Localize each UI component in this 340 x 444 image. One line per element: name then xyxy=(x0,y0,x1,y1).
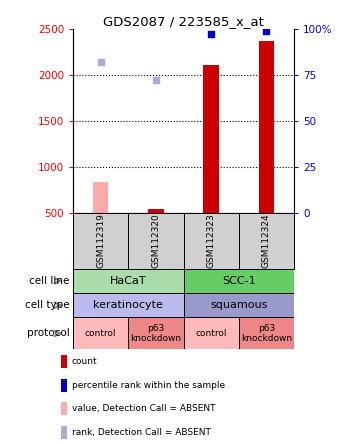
Text: cell line: cell line xyxy=(29,276,70,286)
Text: protocol: protocol xyxy=(27,329,70,338)
Bar xyxy=(203,65,219,213)
Text: GSM112320: GSM112320 xyxy=(152,214,160,268)
Text: value, Detection Call = ABSENT: value, Detection Call = ABSENT xyxy=(72,404,215,413)
Point xyxy=(264,27,269,34)
Bar xyxy=(73,317,129,349)
Text: SCC-1: SCC-1 xyxy=(222,276,256,286)
Bar xyxy=(61,402,67,415)
Text: control: control xyxy=(195,329,227,338)
Bar xyxy=(239,213,294,269)
Bar xyxy=(129,213,184,269)
Text: GSM112323: GSM112323 xyxy=(207,214,216,268)
Text: HaCaT: HaCaT xyxy=(110,276,147,286)
Bar xyxy=(259,41,274,213)
Bar xyxy=(61,379,67,392)
Bar xyxy=(73,293,184,317)
Bar xyxy=(61,426,67,439)
Bar xyxy=(184,293,294,317)
Title: GDS2087 / 223585_x_at: GDS2087 / 223585_x_at xyxy=(103,15,264,28)
Text: count: count xyxy=(72,357,97,366)
Bar xyxy=(184,213,239,269)
Text: GSM112319: GSM112319 xyxy=(96,214,105,268)
Bar xyxy=(239,317,294,349)
Text: cell type: cell type xyxy=(25,300,70,310)
Point xyxy=(98,59,103,66)
Point xyxy=(208,31,214,38)
Text: control: control xyxy=(85,329,117,338)
Bar xyxy=(73,269,184,293)
Text: rank, Detection Call = ABSENT: rank, Detection Call = ABSENT xyxy=(72,428,210,437)
Text: p63
knockdown: p63 knockdown xyxy=(131,324,182,343)
Text: p63
knockdown: p63 knockdown xyxy=(241,324,292,343)
Bar xyxy=(129,317,184,349)
Text: squamous: squamous xyxy=(210,300,268,310)
Text: GSM112324: GSM112324 xyxy=(262,214,271,268)
Point xyxy=(153,77,159,84)
Bar xyxy=(61,355,67,368)
Text: keratinocyte: keratinocyte xyxy=(94,300,163,310)
Bar xyxy=(184,269,294,293)
Bar xyxy=(93,182,108,213)
Text: percentile rank within the sample: percentile rank within the sample xyxy=(72,381,225,390)
Bar xyxy=(73,213,129,269)
Bar xyxy=(184,317,239,349)
Bar xyxy=(148,210,164,213)
